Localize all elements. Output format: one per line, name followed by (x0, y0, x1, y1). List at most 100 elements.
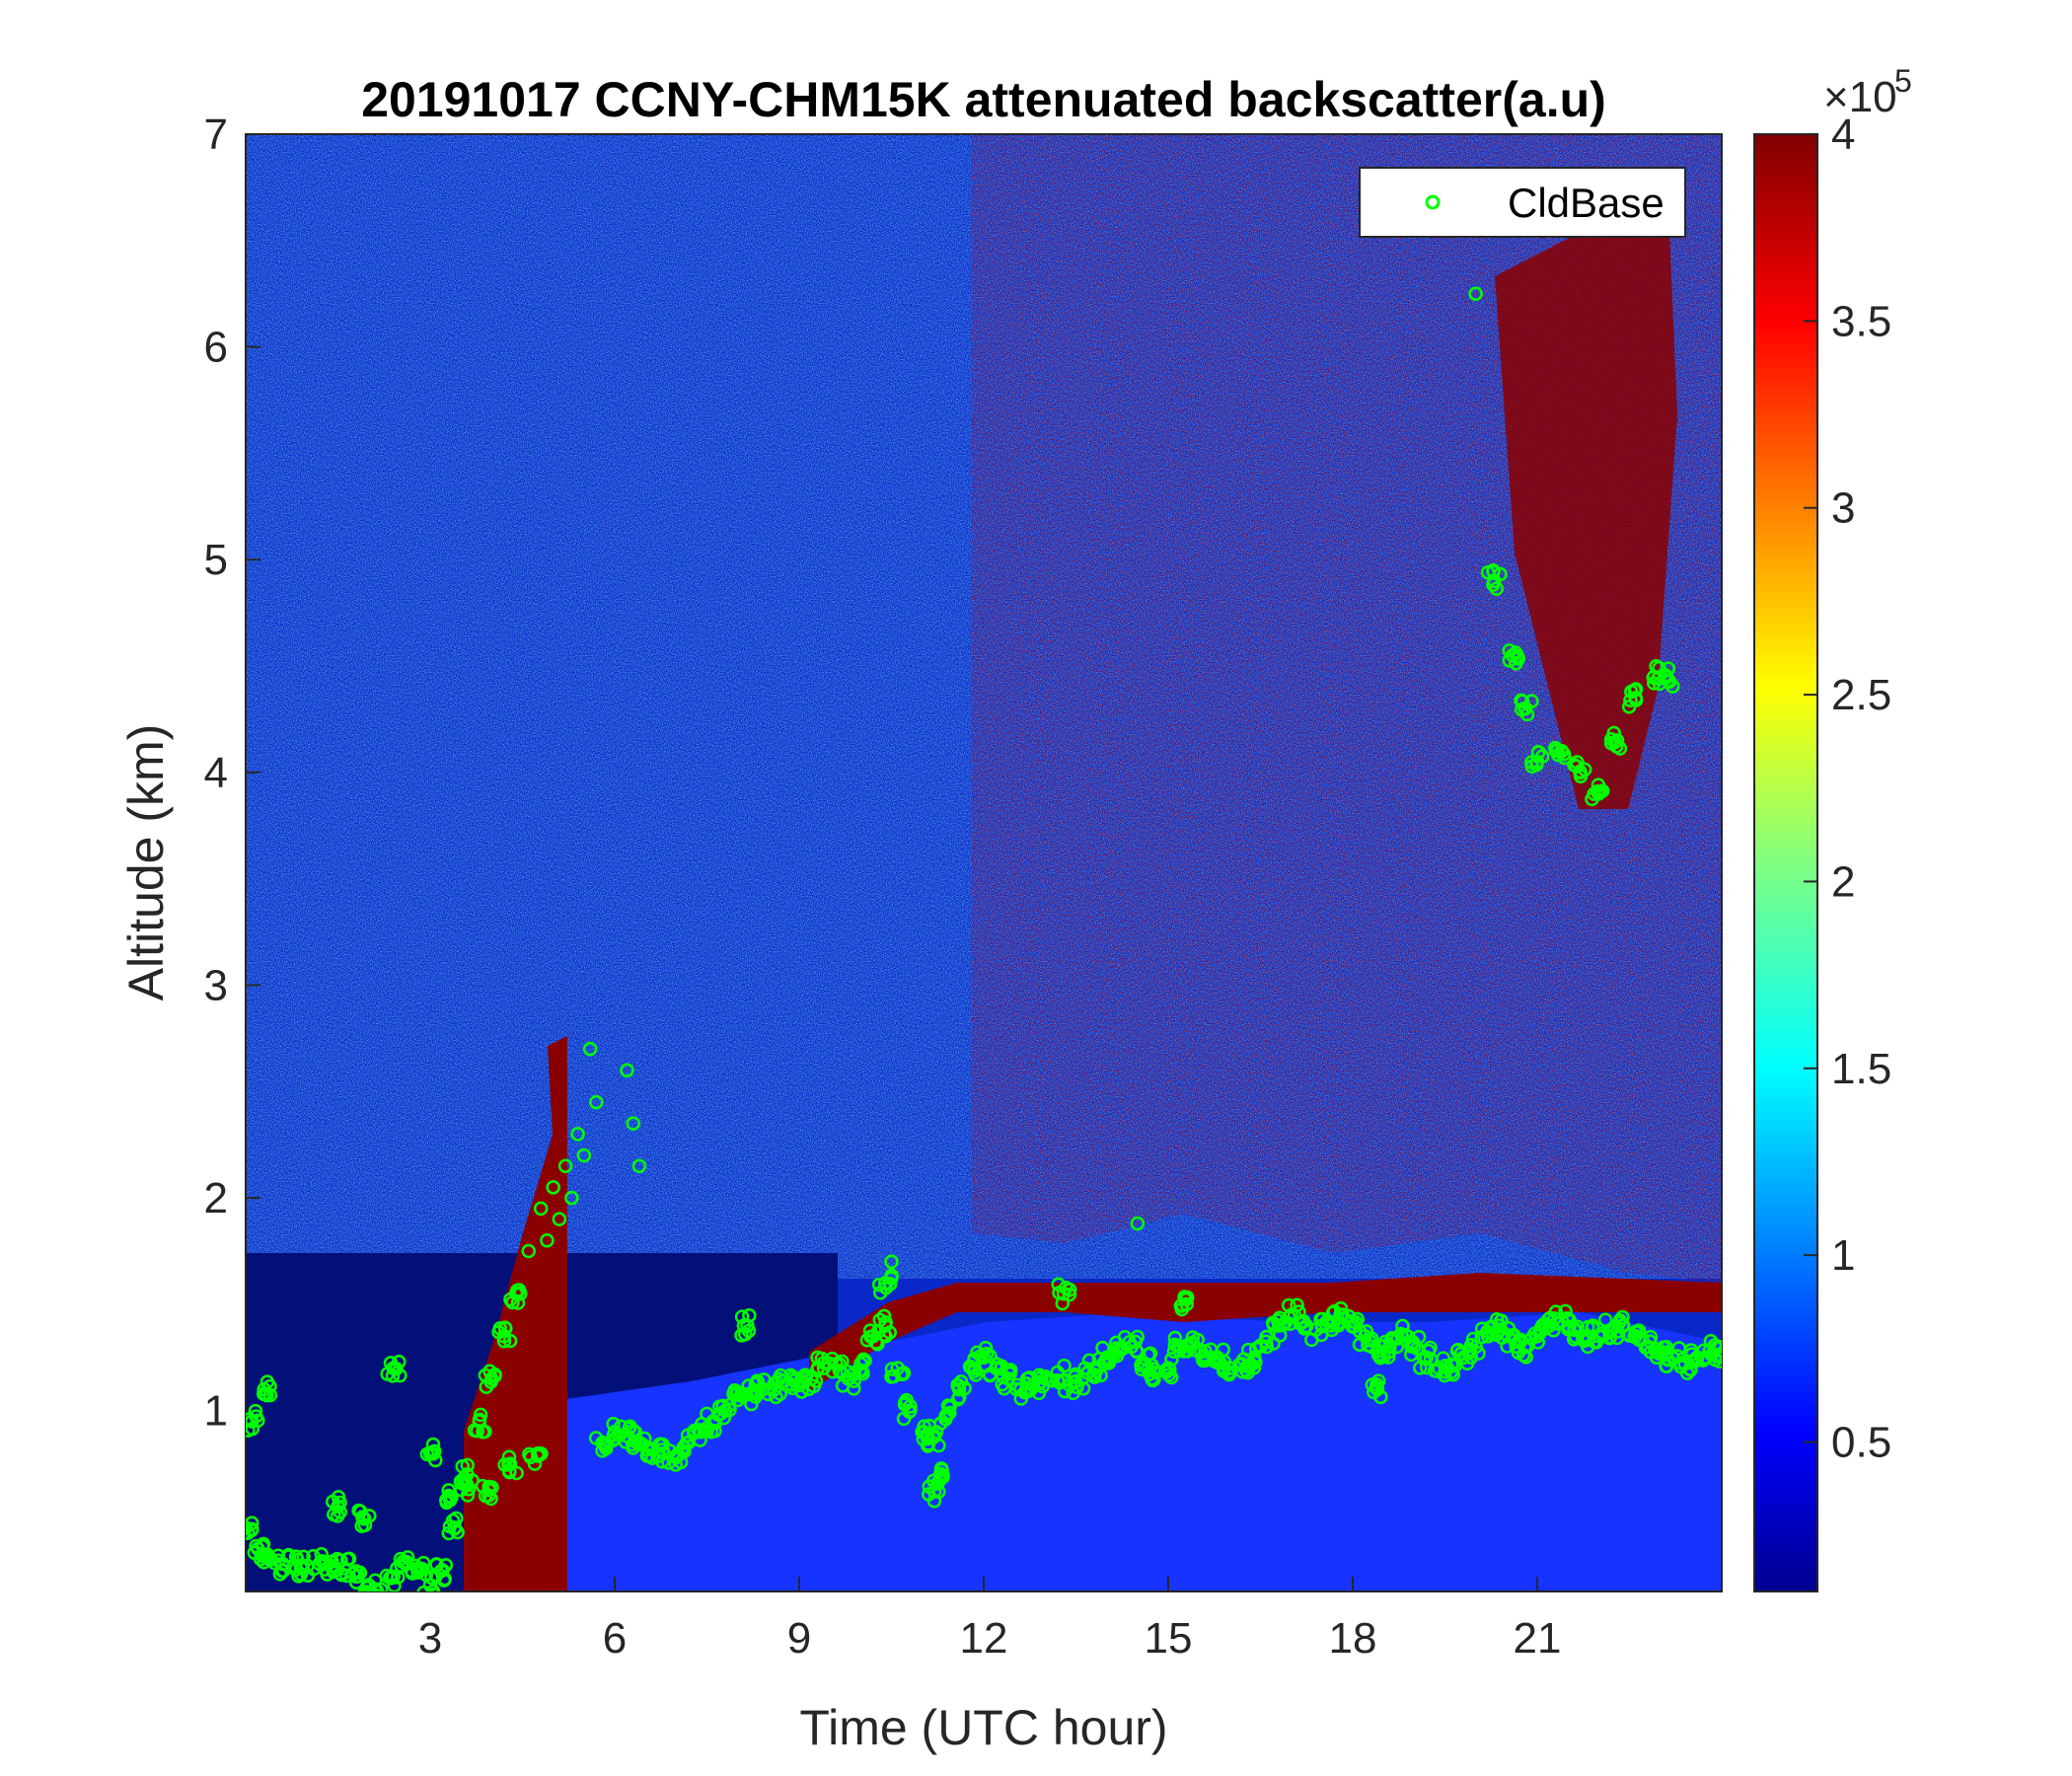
cldbase-point-jitter (1569, 759, 1585, 774)
cldbase-point-jitter (1164, 1352, 1179, 1367)
cldbase-point-jitter (1243, 1357, 1259, 1372)
cldbase-point-jitter (509, 1465, 524, 1481)
cldbase-point-jitter (1603, 731, 1619, 747)
cldbase-point-jitter (1530, 1335, 1545, 1350)
colorbar-tick-label: 0.5 (1831, 1419, 1891, 1467)
cldbase-point-jitter (1465, 1331, 1481, 1347)
cldbase-point-jitter (878, 1315, 893, 1330)
cldbase-point-jitter (481, 1488, 496, 1503)
cldbase-point-jitter (832, 1357, 847, 1371)
cldbase-point-jitter (734, 1328, 749, 1343)
cldbase-point-jitter (1059, 1281, 1073, 1295)
cldbase-point (884, 1254, 899, 1270)
cldbase-point-jitter (1240, 1342, 1256, 1358)
cldbase-point-jitter (478, 1368, 493, 1383)
cldbase-point-jitter (325, 1494, 340, 1510)
cldbase-point-jitter (259, 1374, 275, 1389)
cldbase-point-jitter (1566, 1332, 1582, 1347)
x-tick-label: 12 (960, 1614, 1008, 1663)
cldbase-point-jitter (855, 1366, 870, 1381)
cldbase-point-jitter (425, 1446, 441, 1461)
cldbase-point-jitter (1088, 1363, 1104, 1378)
cldbase-point-jitter (703, 1425, 719, 1440)
cldbase-point-jitter (530, 1445, 546, 1461)
cldbase-point-jitter (855, 1352, 871, 1367)
cldbase-point-jitter (863, 1329, 878, 1345)
cldbase-point-jitter (358, 1585, 374, 1591)
cldbase-point (582, 1041, 598, 1057)
chart-title: 20191017 CCNY-CHM15K attenuated backscat… (361, 72, 1606, 127)
cldbase-point-jitter (1117, 1329, 1133, 1345)
cldbase-point-jitter (393, 1551, 408, 1567)
cldbase-point-jitter (811, 1360, 826, 1375)
cldbase-point-jitter (416, 1585, 431, 1591)
cldbase-point-jitter (1696, 1351, 1711, 1367)
cldbase-point-jitter (1530, 744, 1546, 760)
cldbase-point (620, 1063, 634, 1077)
cldbase-point-jitter (1395, 1318, 1410, 1334)
cldbase-point-jitter (628, 1434, 643, 1449)
cldbase-point-jitter (957, 1380, 972, 1396)
cldbase-point-jitter (1628, 682, 1644, 697)
cldbase-point-jitter (1500, 1339, 1515, 1354)
cldbase-point-jitter (472, 1412, 487, 1428)
colorbar-ticks: 0.5 1 1.5 2 2.5 3 3.5 4 (1804, 111, 1891, 1467)
cldbase-point-jitter (395, 1554, 410, 1570)
cldbase-point-jitter (1327, 1303, 1342, 1319)
cldbase-point-jitter (384, 1571, 399, 1586)
cldbase-point (564, 1190, 579, 1206)
cldbase-point-jitter (1364, 1331, 1379, 1346)
field-cirrus (1495, 187, 1677, 809)
cldbase-point-jitter (1050, 1372, 1066, 1388)
cldbase-point-jitter (487, 1369, 502, 1383)
cldbase-point-jitter (1081, 1353, 1097, 1368)
cldbase-point-jitter (1292, 1304, 1306, 1319)
y-tick-label: 6 (204, 324, 228, 372)
cldbase-point-jitter (501, 1449, 517, 1465)
cldbase-point-jitter (350, 1569, 366, 1584)
cldbase-point-jitter (1673, 1360, 1688, 1374)
cldbase-point-jitter (935, 1468, 950, 1483)
cldbase-point (546, 1180, 560, 1195)
cldbase-point-jitter (662, 1443, 678, 1458)
colorbar-tick-label: 3.5 (1831, 297, 1891, 345)
cldbase-point (576, 1147, 592, 1163)
cldbase-point-jitter (380, 1367, 395, 1381)
cldbase-point (521, 1243, 536, 1259)
cldbase-point (570, 1127, 585, 1142)
cldbase-point-jitter (445, 1513, 461, 1528)
cldbase-point-jitter (878, 1280, 894, 1295)
cldbase-point-jitter (1031, 1375, 1047, 1391)
cldbase-point-jitter (1712, 1354, 1722, 1369)
cldbase-point-jitter (246, 1516, 259, 1530)
cldbase-point-jitter (404, 1563, 419, 1579)
cldbase-point-jitter (351, 1503, 366, 1518)
cldbase-point-jitter (1623, 693, 1638, 708)
cldbase-point-jitter (1661, 661, 1676, 676)
cldbase-point-jitter (496, 1333, 512, 1349)
cldbase-point (626, 1116, 640, 1131)
cldbase-point-jitter (1709, 1340, 1722, 1356)
cldbase-point-jitter (246, 1521, 259, 1537)
cldbase-point-jitter (1443, 1357, 1459, 1372)
cldbase-point (589, 1094, 604, 1110)
legend: CldBase (1359, 167, 1686, 238)
cldbase-point-jitter (497, 1457, 512, 1472)
cldbase-point-jitter (995, 1376, 1009, 1392)
cldbase-point-jitter (1662, 674, 1677, 689)
cldbase-point-jitter (862, 1323, 878, 1338)
cldbase-point-jitter (748, 1389, 764, 1404)
cldbase-point-jitter (447, 1521, 463, 1536)
cldbase-point (631, 1158, 647, 1174)
field-cloud-band (809, 1273, 1722, 1391)
cldbase-point-jitter (1051, 1277, 1066, 1292)
cldbase-point-jitter (1445, 1368, 1461, 1382)
cldbase-point-jitter (1514, 703, 1529, 717)
cldbase-point-jitter (679, 1436, 694, 1450)
x-tick-label: 18 (1329, 1614, 1377, 1663)
cldbase-point-jitter (1075, 1381, 1091, 1396)
cldbase-point-jitter (1567, 1321, 1583, 1336)
cldbase-point-jitter (1002, 1366, 1017, 1381)
cldbase-point-jitter (306, 1561, 322, 1577)
